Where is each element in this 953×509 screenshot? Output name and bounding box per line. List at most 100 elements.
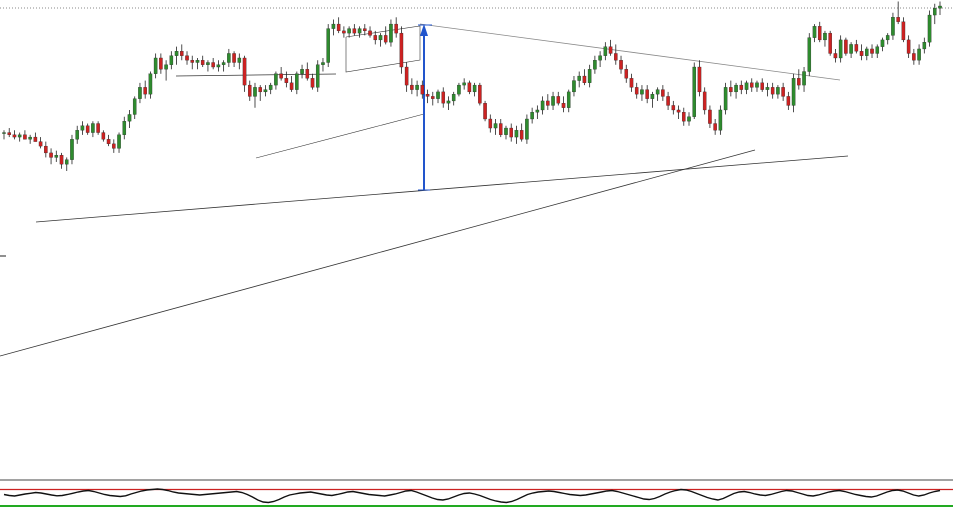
candle [572,76,576,97]
candle-body-bear [478,84,482,104]
candle [697,60,702,97]
candle-body-bull [127,114,132,122]
candle [159,53,163,74]
candle [838,35,843,63]
candle-body-bear [143,87,147,95]
candle [138,82,142,104]
candle [242,55,247,92]
candle-body-bull [765,87,770,90]
candle-body-bear [373,35,378,41]
candle-body-bull [195,60,200,63]
candle-body-bull [206,62,210,65]
candle [875,44,880,58]
candle [258,85,262,101]
candle-body-bull [331,23,336,29]
candle [849,42,853,58]
candle-body-bull [274,73,278,86]
candle-body-bear [645,89,649,99]
candle-body-bull [938,5,942,9]
candle [676,105,681,119]
candle [749,78,754,92]
candle-body-bull [718,109,723,131]
candle [451,91,456,106]
candle [912,48,916,65]
candle-body-bear [844,39,848,54]
candle [195,57,200,70]
candle-body-bull [823,32,827,41]
oscillator-panel [0,479,953,507]
candle [671,100,676,115]
candle [598,51,602,68]
candle-body-bear [629,78,634,88]
candle [687,112,691,126]
candle-body-bear [624,69,629,79]
candle [347,26,351,38]
candle [336,17,341,34]
candle [880,37,885,52]
candle-body-bull [734,84,738,93]
candle-body-bull [655,89,660,95]
candle [488,114,493,133]
candle [807,33,812,77]
candle-body-bull [540,100,545,111]
candle-body-bear [190,60,195,63]
candle [169,51,174,70]
candle [211,57,215,70]
candle-body-bull [493,123,498,129]
candle [640,85,644,101]
candle-body-bear [906,39,911,54]
candle [603,42,608,61]
candle [535,105,540,119]
candle-body-bull [577,75,581,81]
candle-body-bull [295,73,299,90]
candle [122,116,127,140]
candle-body-bull [389,23,393,43]
candle-body-bear [729,87,733,93]
candle [624,64,629,83]
candle-body-bear [519,130,524,140]
candle [608,39,613,56]
candle-body-bear [410,84,414,90]
candle [143,80,147,99]
candle [823,30,827,47]
candle [33,132,38,142]
candle [378,33,383,47]
candle-body-bear [833,53,838,59]
candle [54,150,59,162]
candle [28,134,32,144]
candle [917,44,921,65]
candle-body-bull [148,73,153,95]
candle [164,60,168,81]
candle-body-bear [258,87,262,93]
candle-body-bull [838,39,843,59]
candle-body-bull [446,100,451,104]
candle-body-bear [676,109,681,113]
candle-body-bull [28,136,32,140]
candle-body-bear [420,84,425,95]
candle [729,80,733,97]
candle [415,80,419,97]
candle [326,24,330,68]
candle-body-bull [64,159,69,165]
candle-body-bull [692,66,697,117]
candle-body-bear [247,84,252,97]
candle-body-bull [451,93,456,102]
candle [891,12,895,40]
candle-body-bull [865,48,869,56]
candle-body-bull [268,84,273,90]
candle [180,44,184,61]
candle [436,89,440,104]
candle [279,67,283,81]
candle [619,55,623,74]
range-top-line [175,73,337,77]
candle-body-bull [221,62,226,65]
oscillator-line [3,488,941,504]
candle [708,105,712,129]
candle [12,130,17,140]
candle [467,80,472,95]
candle-body-bull [598,55,602,61]
candle-body-bull [650,93,655,99]
candle-body-bear [85,125,90,133]
candle [483,100,487,122]
